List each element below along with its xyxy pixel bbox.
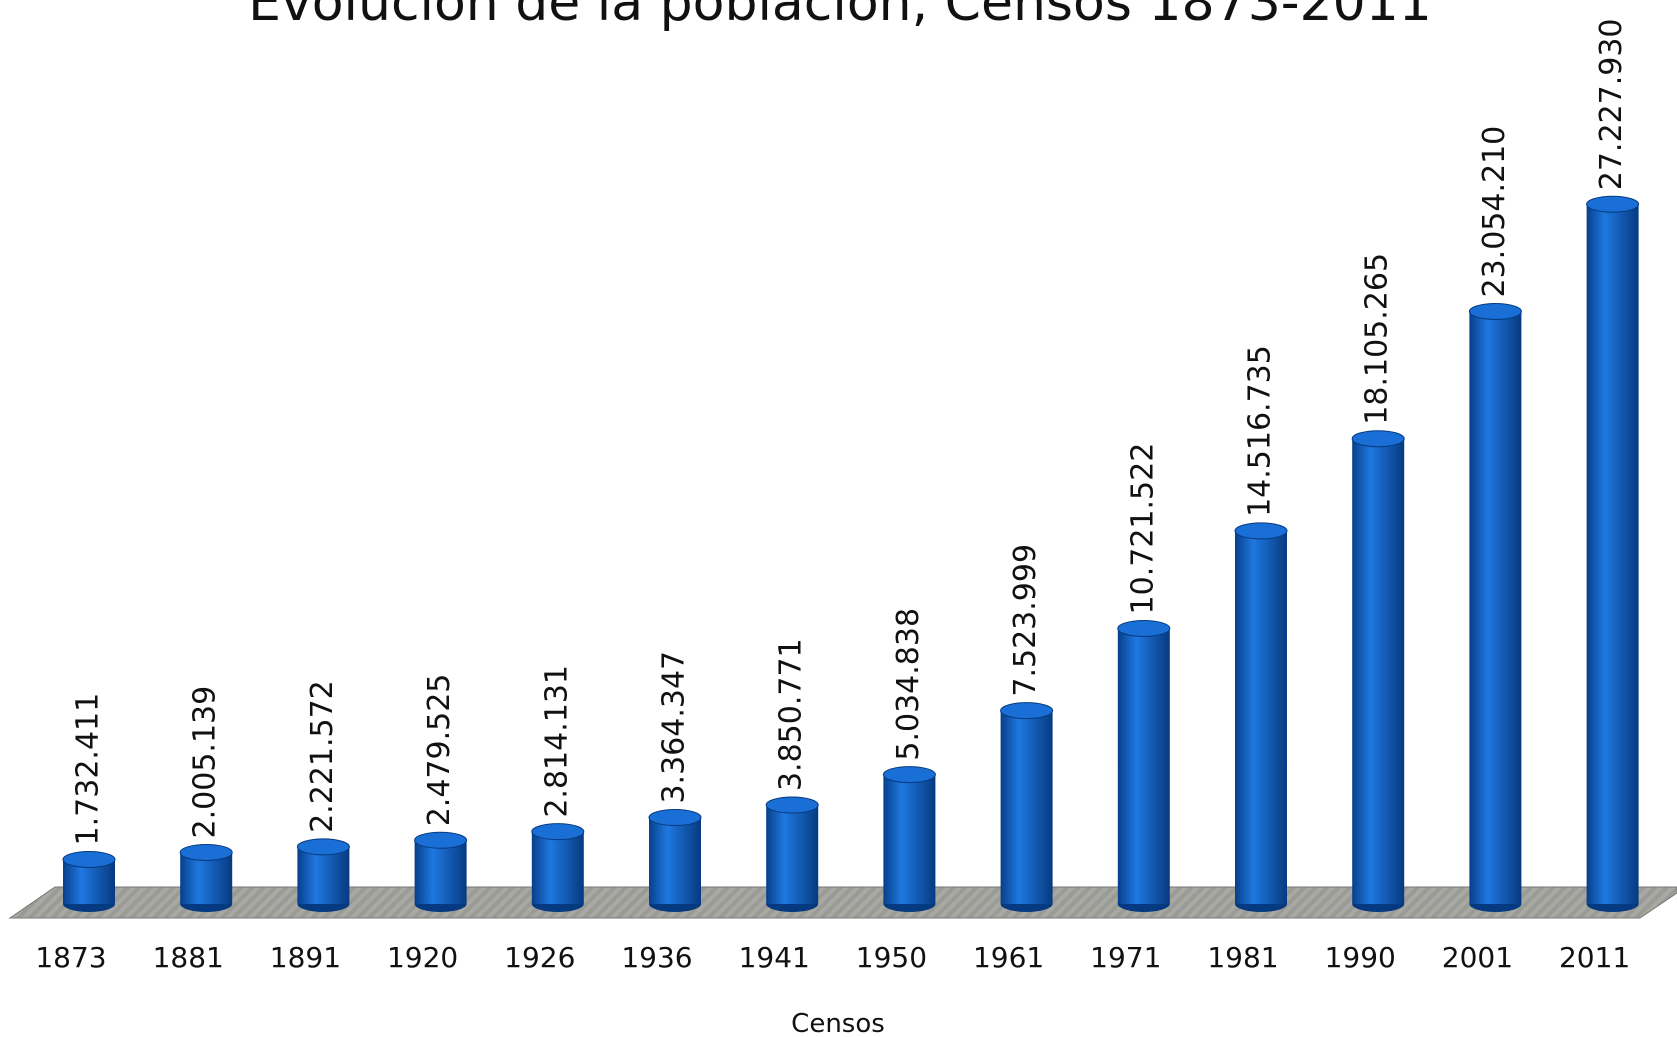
x-tick-label: 1926 bbox=[504, 941, 575, 974]
value-label: 2.814.131 bbox=[539, 665, 574, 818]
value-label: 23.054.210 bbox=[1477, 126, 1512, 298]
value-label: 18.105.265 bbox=[1360, 253, 1395, 425]
bar bbox=[1001, 711, 1053, 904]
bar-top bbox=[649, 810, 701, 826]
x-tick-label: 1981 bbox=[1207, 941, 1278, 974]
value-label: 1.732.411 bbox=[71, 693, 106, 846]
bar-top bbox=[415, 832, 467, 848]
floor bbox=[10, 887, 1677, 918]
x-tick-label: 1891 bbox=[270, 941, 341, 974]
x-tick-label: 1881 bbox=[153, 941, 224, 974]
bar bbox=[1118, 628, 1170, 904]
value-label: 14.516.735 bbox=[1243, 345, 1278, 517]
bar bbox=[1469, 312, 1521, 904]
bar bbox=[649, 818, 701, 904]
x-tick-label: 1941 bbox=[739, 941, 810, 974]
bar bbox=[532, 832, 584, 904]
bar bbox=[883, 775, 935, 904]
x-tick-label: 1873 bbox=[35, 941, 106, 974]
x-tick-label: 2001 bbox=[1442, 941, 1513, 974]
page: {"chart_data": {"type": "bar", "title": … bbox=[0, 0, 1677, 1037]
value-label: 27.227.930 bbox=[1594, 18, 1629, 190]
chart-title: Evolución de la población, Censos 1873-2… bbox=[248, 0, 1432, 33]
value-label: 2.479.525 bbox=[422, 674, 457, 827]
x-tick-label: 1990 bbox=[1325, 941, 1396, 974]
bar-top bbox=[766, 797, 818, 813]
x-tick-label: 1936 bbox=[621, 941, 692, 974]
bar bbox=[297, 847, 349, 904]
chart: Evolución de la población, Censos 1873-2… bbox=[0, 0, 1677, 1037]
bar-top bbox=[532, 824, 584, 840]
bar-top bbox=[1587, 196, 1639, 212]
value-label: 5.034.838 bbox=[891, 608, 926, 761]
value-label: 2.221.572 bbox=[305, 680, 340, 833]
x-tick-label: 1920 bbox=[387, 941, 458, 974]
value-label: 3.364.347 bbox=[657, 651, 692, 804]
bar-top bbox=[180, 844, 232, 860]
bar-top bbox=[63, 851, 115, 867]
bar-top bbox=[1235, 523, 1287, 539]
bar bbox=[1587, 204, 1639, 904]
x-tick-label: 2011 bbox=[1559, 941, 1630, 974]
bar bbox=[766, 805, 818, 904]
value-label: 10.721.522 bbox=[1125, 443, 1160, 615]
bar-top bbox=[297, 839, 349, 855]
x-axis-label: Censos bbox=[791, 1009, 885, 1037]
value-label: 3.850.771 bbox=[774, 638, 809, 791]
bar-top bbox=[1118, 620, 1170, 636]
bar-top bbox=[1469, 304, 1521, 320]
bar bbox=[1235, 531, 1287, 904]
bar bbox=[1352, 439, 1404, 904]
value-label: 7.523.999 bbox=[1008, 544, 1043, 697]
bar-top bbox=[1352, 431, 1404, 447]
x-tick-label: 1961 bbox=[973, 941, 1044, 974]
x-tick-label: 1971 bbox=[1090, 941, 1161, 974]
bar bbox=[415, 840, 467, 904]
x-tick-label: 1950 bbox=[856, 941, 927, 974]
bar-top bbox=[1001, 703, 1053, 719]
value-label: 2.005.139 bbox=[188, 686, 223, 839]
bar-top bbox=[883, 767, 935, 783]
